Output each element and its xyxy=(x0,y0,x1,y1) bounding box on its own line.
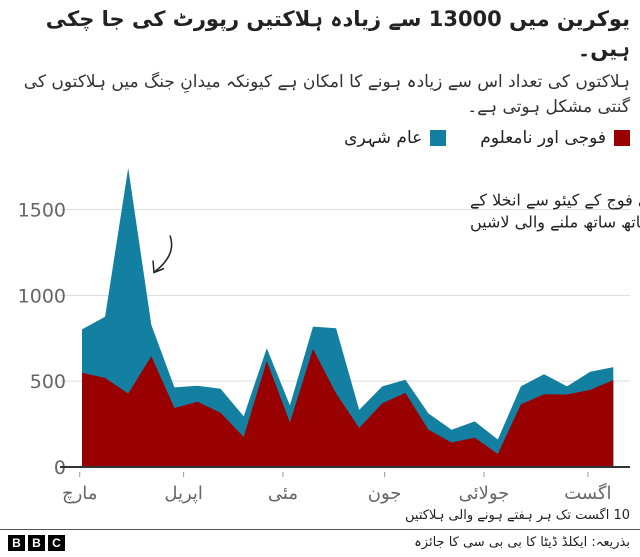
area-military xyxy=(82,348,614,467)
chart-header: یوکرین میں 13000 سے زیادہ ہلاکتیں رپورٹ … xyxy=(0,0,640,150)
chart-area: 0 500 1000 1500 مارچ اپریل مئی جون جولائی اگست روس… xyxy=(0,150,640,507)
legend-item-military: فوجی اور نامعلوم xyxy=(480,126,630,150)
chart-subtitle: ہلاکتوں کی تعداد اس سے زیادہ ہونے کا امک… xyxy=(23,72,630,117)
y-tick-label: 1500 xyxy=(18,200,66,222)
footer-divider xyxy=(0,529,640,530)
footnote: 10 اگست تک ہر ہفتے ہونے والی ہلاکتیں xyxy=(405,508,630,523)
annotation-arrow xyxy=(154,235,173,273)
legend-item-civilian: عام شہری xyxy=(344,126,447,150)
source-text: بذریعہ: ایکلڈ ڈیٹا کا بی بی سی کا جائزہ xyxy=(414,535,630,550)
y-tick-label: 1000 xyxy=(18,285,66,307)
legend-swatch-military xyxy=(614,130,630,146)
x-tick-label: اگست xyxy=(564,482,611,504)
x-tick-label: مئی xyxy=(268,483,298,504)
y-tick-label: 0 xyxy=(54,457,66,479)
legend-label-civilian: عام شہری xyxy=(344,128,423,148)
x-tick-label: اپریل xyxy=(164,483,203,504)
x-tick-label: جون xyxy=(368,483,402,504)
legend: فوجی اور نامعلوم عام شہری xyxy=(6,126,630,150)
area-civilian xyxy=(82,167,614,467)
legend-label-military: فوجی اور نامعلوم xyxy=(480,128,606,148)
y-tick-label: 500 xyxy=(30,371,66,393)
legend-swatch-civilian xyxy=(430,130,447,146)
arrow-head-icon xyxy=(152,260,165,274)
annotation-text: روسی فوج کے کیئو سے انخلا کے xyxy=(470,191,640,211)
chart-title: یوکرین میں 13000 سے زیادہ ہلاکتیں رپورٹ … xyxy=(45,7,630,61)
x-tick-label: مارچ xyxy=(62,483,97,505)
x-tick-label: جولائی xyxy=(459,483,510,504)
stacked-area-chart: 0 500 1000 1500 مارچ اپریل مئی جون جولائی اگست روس… xyxy=(18,167,640,505)
annotation-text: ساتھ ساتھ ملنے والی لاشیں xyxy=(470,213,640,233)
